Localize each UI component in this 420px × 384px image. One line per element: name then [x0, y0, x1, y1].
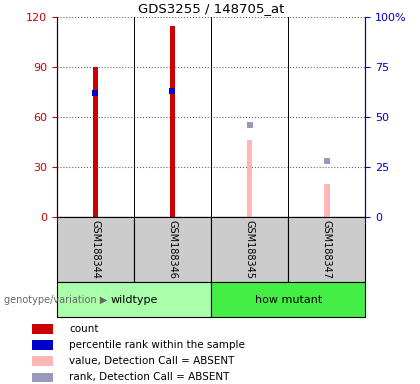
- Bar: [211, 217, 288, 282]
- Bar: [92, 67, 98, 217]
- Title: GDS3255 / 148705_at: GDS3255 / 148705_at: [138, 2, 284, 15]
- Text: wildtype: wildtype: [110, 295, 158, 305]
- Bar: [324, 184, 330, 217]
- Bar: [32, 340, 52, 350]
- Text: GSM188346: GSM188346: [168, 220, 178, 279]
- Text: value, Detection Call = ABSENT: value, Detection Call = ABSENT: [69, 356, 235, 366]
- Bar: [170, 26, 175, 217]
- Bar: [57, 282, 211, 317]
- Text: percentile rank within the sample: percentile rank within the sample: [69, 340, 245, 350]
- Text: rank, Detection Call = ABSENT: rank, Detection Call = ABSENT: [69, 372, 230, 382]
- Bar: [134, 217, 211, 282]
- Text: GSM188344: GSM188344: [90, 220, 100, 279]
- Text: genotype/variation ▶: genotype/variation ▶: [4, 295, 108, 305]
- Bar: [32, 372, 52, 382]
- Bar: [32, 356, 52, 366]
- Text: GSM188347: GSM188347: [322, 220, 332, 279]
- Bar: [32, 324, 52, 334]
- Bar: [288, 217, 365, 282]
- Bar: [247, 141, 252, 217]
- Text: GSM188345: GSM188345: [244, 220, 255, 279]
- Bar: [211, 282, 365, 317]
- Text: count: count: [69, 324, 99, 334]
- Bar: [57, 217, 134, 282]
- Text: how mutant: how mutant: [255, 295, 322, 305]
